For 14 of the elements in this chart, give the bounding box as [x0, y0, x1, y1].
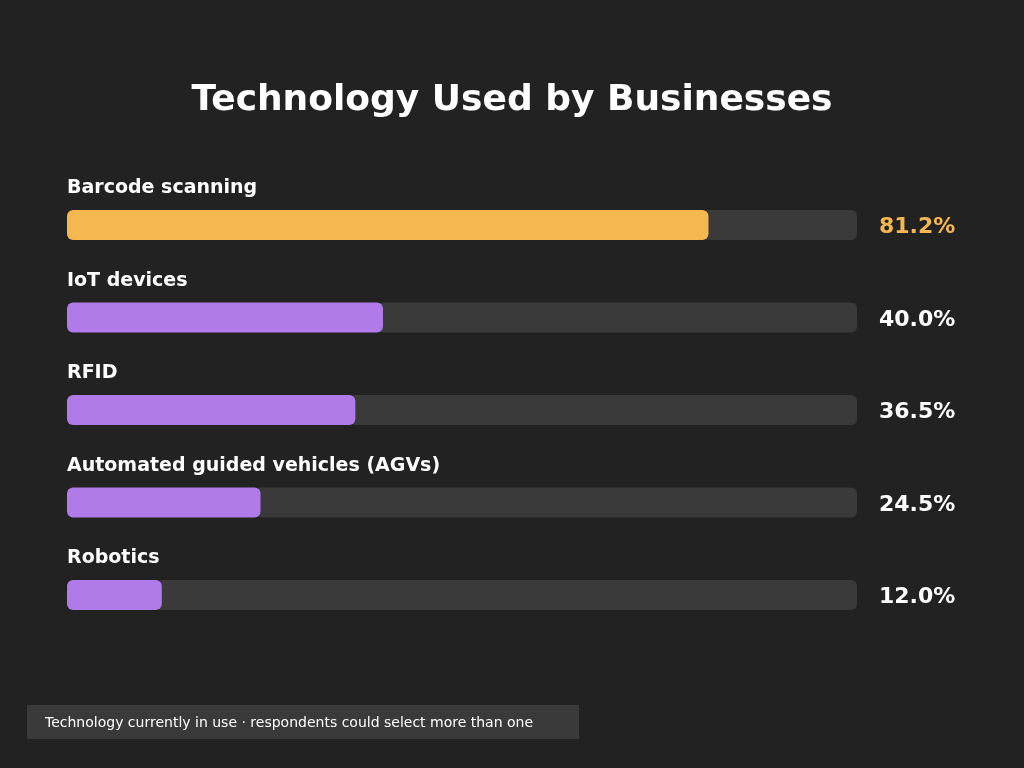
data-label: 36.5% — [879, 398, 956, 423]
text: Technology currently in use · respondents could select more than one — [44, 714, 534, 730]
y-tick-label: RFID — [67, 360, 118, 382]
bar — [67, 487, 261, 518]
y-tick-label: Automated guided vehicles (AGVs) — [67, 452, 441, 475]
y-tick-label: IoT devices — [67, 267, 188, 290]
data-label: 40.0% — [879, 305, 956, 331]
data-label: 24.5% — [879, 490, 956, 516]
chart-title: Technology Used by Businesses — [191, 77, 833, 118]
bar — [67, 580, 162, 610]
data-label: 12.0% — [879, 583, 956, 608]
y-tick-label: Barcode scanning — [67, 175, 258, 197]
y-tick-label: Robotics — [67, 545, 160, 567]
data-label: 81.2% — [879, 213, 956, 238]
